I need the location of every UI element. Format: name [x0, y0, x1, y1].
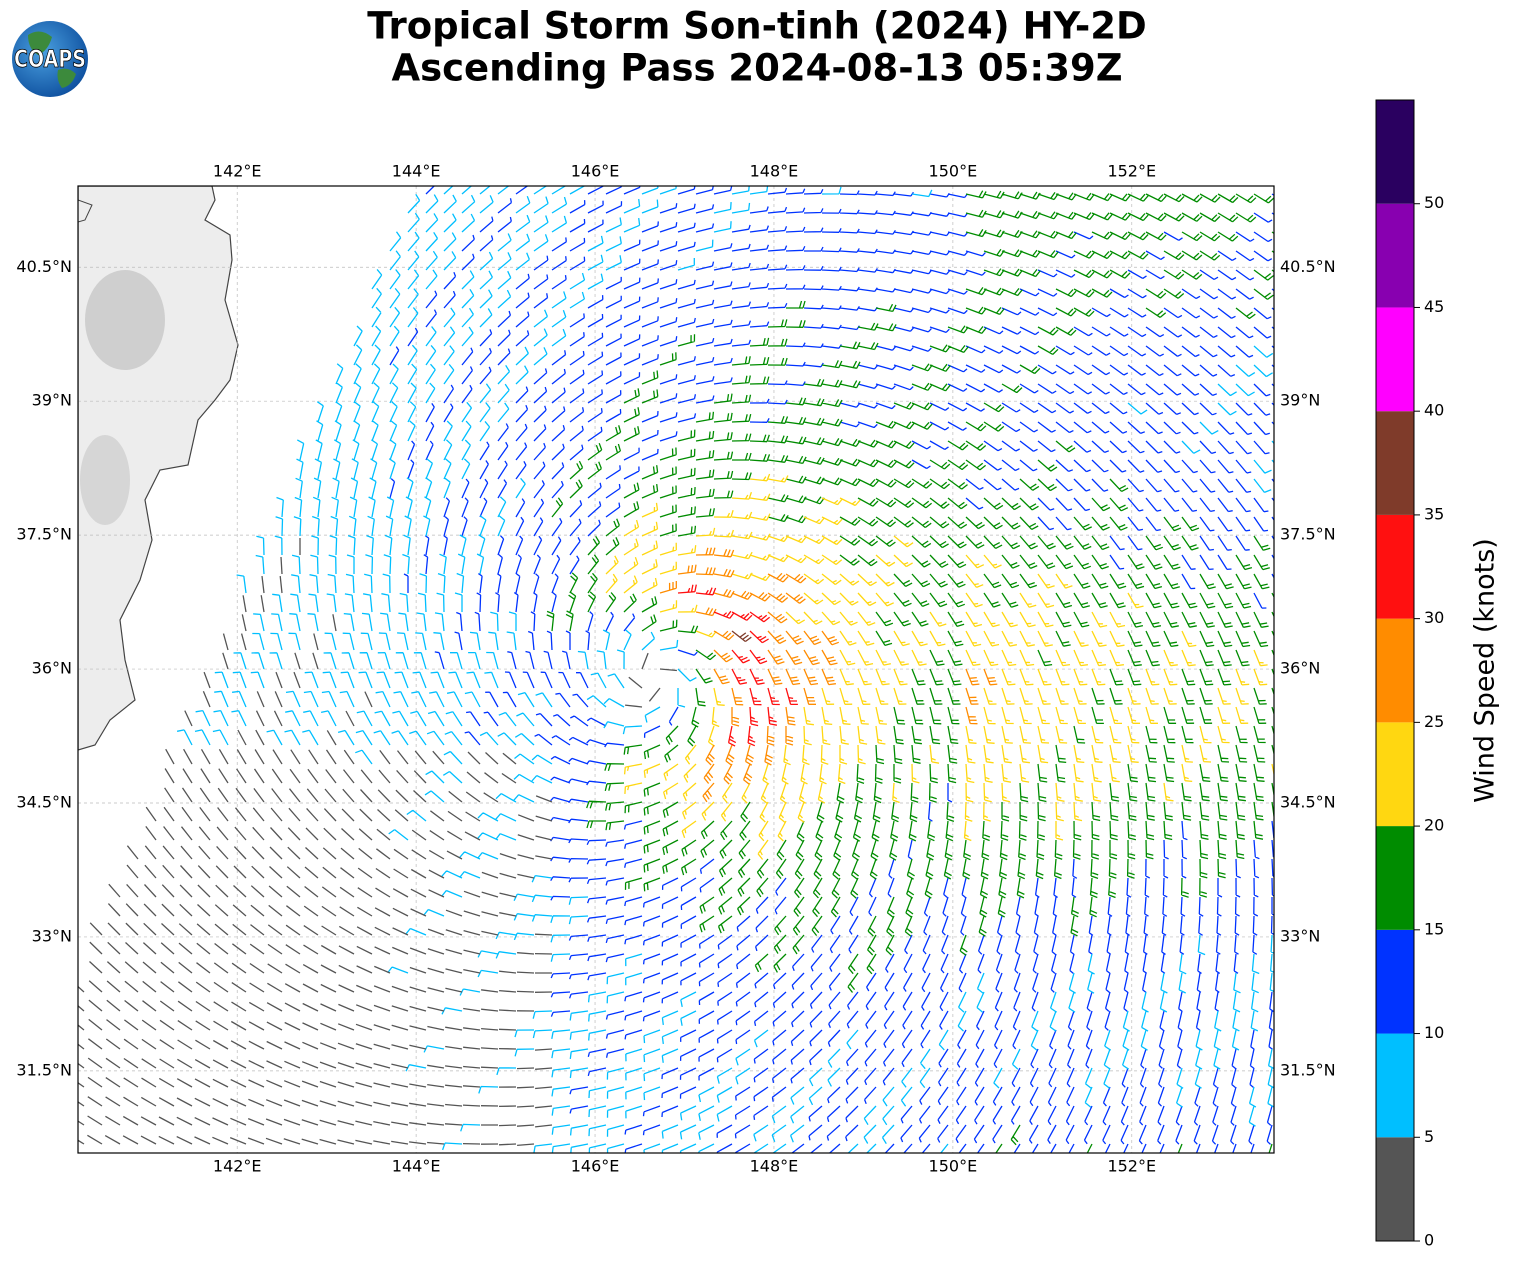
wind-barbs	[731, 630, 752, 643]
x-tick-label: 146°E	[571, 1157, 620, 1176]
colorbar-frame	[1375, 99, 1415, 1242]
colorbar-bin	[1376, 203, 1414, 308]
coastline	[78, 199, 93, 223]
colorbar-bin	[1376, 722, 1414, 827]
x-tick-label: 148°E	[750, 162, 799, 181]
colorbar-tick-label: 40	[1424, 401, 1444, 420]
x-tick-label: 142°E	[213, 162, 262, 181]
y-tick-label: 40.5°N	[1280, 257, 1336, 276]
x-tick-label: 152°E	[1107, 162, 1156, 181]
colorbar-bin	[1376, 1033, 1414, 1138]
colorbar-tick-label: 25	[1424, 712, 1444, 731]
wind-barbs	[78, 538, 677, 1147]
wind-barbs	[389, 186, 1274, 1153]
colorbar-bin	[1376, 514, 1414, 619]
colorbar-bin	[1376, 1137, 1414, 1241]
wind-barbs	[176, 186, 1274, 1153]
y-tick-label: 31.5°N	[16, 1060, 72, 1079]
y-tick-label: 34.5°N	[1280, 792, 1336, 811]
y-tick-label: 33°N	[32, 926, 72, 945]
colorbar-label: Wind Speed (knots)	[1470, 538, 1501, 803]
wind-barbs	[605, 473, 1274, 860]
colorbar-bin	[1376, 826, 1414, 930]
x-tick-label: 142°E	[213, 1157, 262, 1176]
y-tick-label: 40.5°N	[16, 257, 72, 276]
x-tick-label: 144°E	[392, 162, 441, 181]
x-tick-label: 144°E	[392, 1157, 441, 1176]
wind-barbs	[546, 190, 1274, 1153]
y-tick-label: 39°N	[1280, 391, 1320, 410]
colorbar-bin	[1376, 100, 1414, 204]
wind-barbs	[659, 547, 998, 803]
colorbar-tick-label: 5	[1424, 1127, 1434, 1146]
colorbar-bin	[1376, 618, 1414, 723]
colorbar-tick-label: 35	[1424, 504, 1444, 523]
title-line: Ascending Pass 2024-08-13 05:39Z	[391, 47, 1122, 90]
x-tick-label: 150°E	[929, 1157, 978, 1176]
y-tick-label: 39°N	[32, 391, 72, 410]
wind-barbs	[677, 584, 798, 747]
terrain	[85, 270, 165, 370]
colorbar-bin	[1376, 307, 1414, 412]
map-area	[78, 186, 1274, 1153]
colorbar-bin	[1376, 929, 1414, 1034]
logo-text: COAPS	[14, 45, 86, 73]
colorbar-tick-label: 0	[1424, 1231, 1434, 1250]
colorbar-bin	[1376, 411, 1414, 515]
colorbar-tick-label: 50	[1424, 193, 1444, 212]
y-tick-label: 33°N	[1280, 926, 1320, 945]
x-tick-label: 146°E	[571, 162, 620, 181]
logo: COAPS	[12, 21, 88, 97]
title-line: Tropical Storm Son-tinh (2024) HY-2D	[367, 5, 1146, 48]
map-frame	[77, 185, 1275, 1154]
y-tick-label: 36°N	[32, 659, 72, 678]
x-tick-label: 148°E	[750, 1157, 799, 1176]
y-tick-label: 31.5°N	[1280, 1060, 1336, 1079]
x-tick-label: 150°E	[929, 162, 978, 181]
colorbar-tick-label: 30	[1424, 608, 1444, 627]
logo-land	[28, 31, 76, 89]
y-tick-label: 34.5°N	[16, 792, 72, 811]
colorbar-tick-label: 20	[1424, 816, 1444, 835]
colorbar-tick-label: 15	[1424, 919, 1444, 938]
y-tick-label: 37.5°N	[1280, 525, 1336, 544]
colorbar-tick-label: 10	[1424, 1023, 1444, 1042]
x-tick-label: 152°E	[1107, 1157, 1156, 1176]
y-tick-label: 37.5°N	[16, 525, 72, 544]
y-tick-label: 36°N	[1280, 659, 1320, 678]
colorbar-tick-label: 45	[1424, 297, 1444, 316]
terrain	[80, 435, 130, 525]
